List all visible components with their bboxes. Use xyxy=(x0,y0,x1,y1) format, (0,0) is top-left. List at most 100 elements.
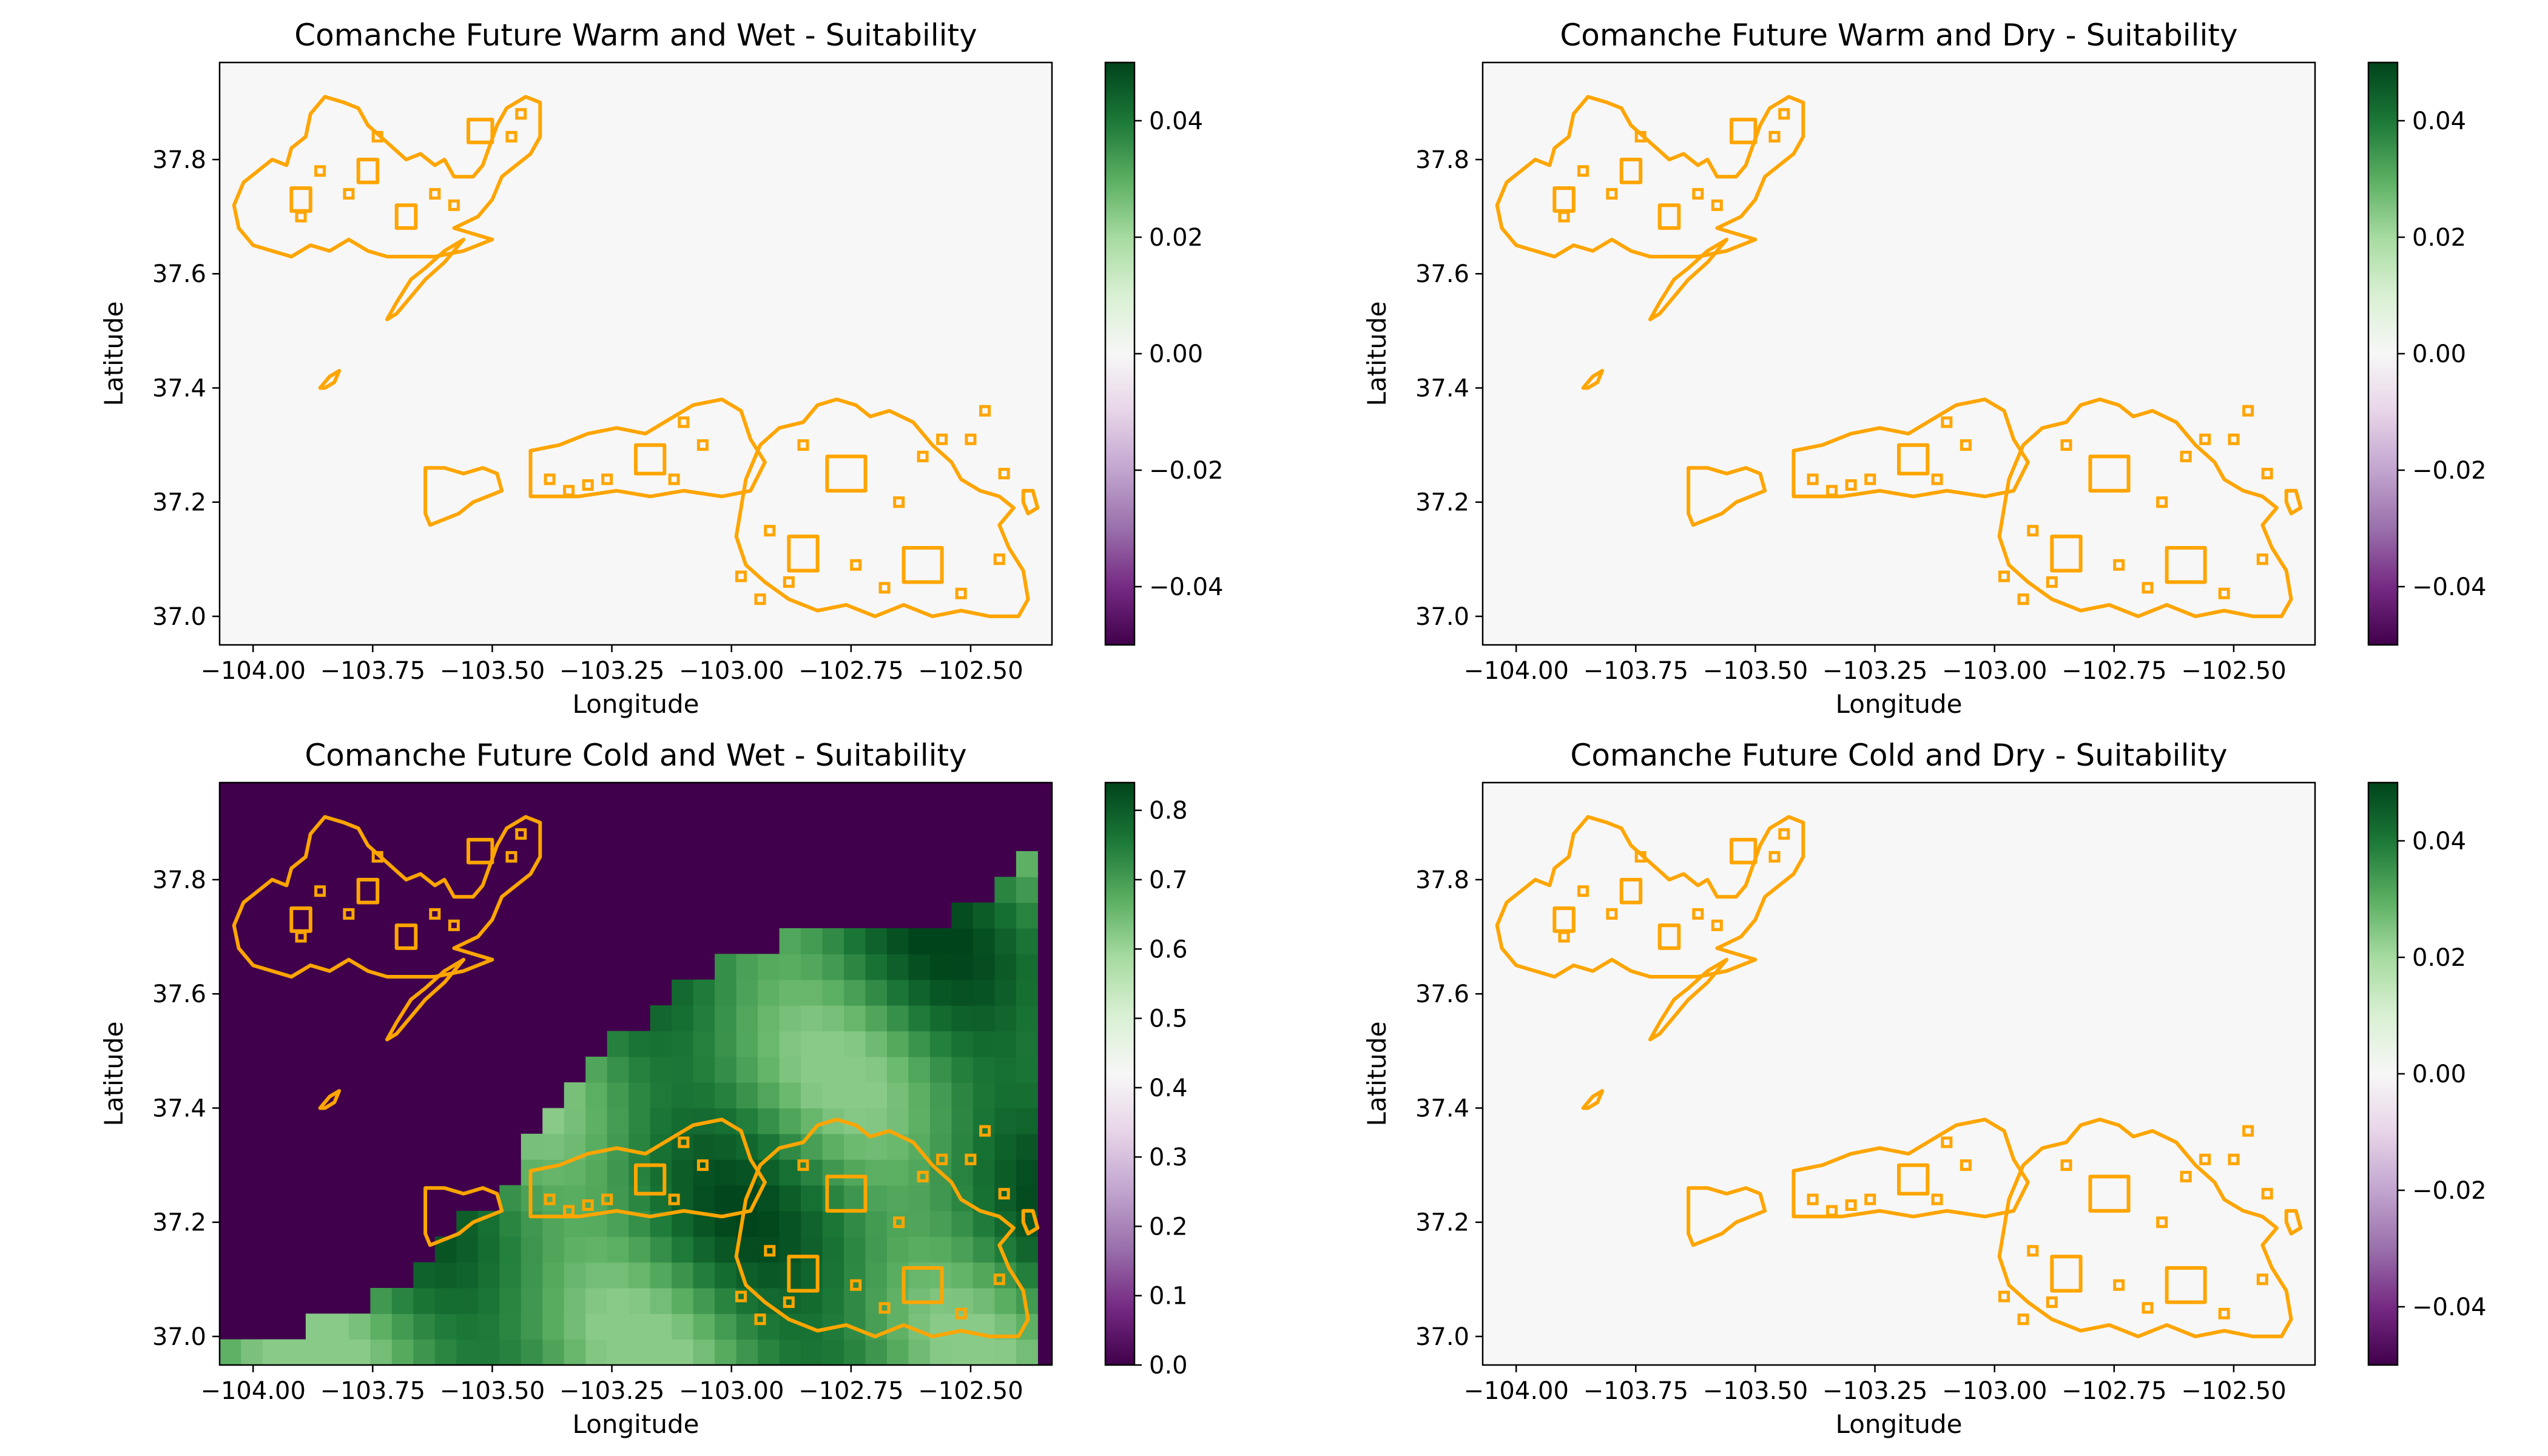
heatmap-cell xyxy=(994,1082,1017,1109)
axes-frame xyxy=(218,61,1053,646)
heatmap-cell xyxy=(844,1210,866,1237)
heatmap-cell xyxy=(607,1108,629,1134)
heatmap-cell xyxy=(521,1236,543,1263)
boundary-small-parcel xyxy=(2027,525,2039,537)
heatmap-cell xyxy=(736,979,758,1006)
boundary-small-parcel xyxy=(2142,1302,2154,1314)
heatmap-cell xyxy=(801,1159,823,1186)
heatmap-cell xyxy=(801,1210,823,1237)
heatmap-cell xyxy=(1016,1133,1038,1160)
heatmap-cell xyxy=(865,1159,888,1186)
heatmap-cell xyxy=(951,954,974,980)
y-tick-label: 37.0 xyxy=(1415,603,1469,631)
heatmap-cell xyxy=(801,1339,823,1366)
heatmap-cell xyxy=(434,1313,457,1340)
boundary-small-parcel xyxy=(515,108,527,120)
boundary-small-parcel xyxy=(2142,582,2154,594)
heatmap-cell xyxy=(929,1236,952,1263)
heatmap-cell xyxy=(370,1339,393,1366)
boundary-hole xyxy=(289,906,312,933)
heatmap-cell xyxy=(758,1056,780,1083)
y-axis-label: Latitude xyxy=(99,1022,129,1127)
heatmap-cell xyxy=(1016,1159,1038,1186)
boundary-small-parcel xyxy=(1692,908,1704,920)
heatmap-cell xyxy=(413,1313,436,1340)
heatmap-cell xyxy=(499,1185,522,1212)
heatmap-cell xyxy=(650,1031,672,1057)
heatmap-cell xyxy=(844,1185,866,1212)
heatmap-cell xyxy=(929,1005,952,1032)
heatmap-cell xyxy=(715,1159,737,1186)
heatmap-cell xyxy=(779,1082,801,1109)
heatmap-cell xyxy=(564,1082,586,1109)
heatmap-cell xyxy=(801,1031,823,1057)
boundary-small-parcel xyxy=(2180,1170,2192,1182)
boundary-middle-south-unit xyxy=(1791,1117,2030,1219)
boundary-small-parcel xyxy=(582,479,594,491)
boundary-small-parcel xyxy=(601,473,613,485)
heatmap-cell xyxy=(736,1031,758,1057)
heatmap-cell xyxy=(564,1236,586,1263)
heatmap-cell xyxy=(650,1262,672,1289)
boundary-hole xyxy=(1619,158,1643,184)
boundary-small-parcel xyxy=(2060,439,2072,451)
heatmap-cell xyxy=(542,1133,565,1160)
heatmap-cell xyxy=(456,1287,479,1314)
heatmap-cell xyxy=(672,1031,694,1057)
boundary-small-parcel xyxy=(696,1159,709,1171)
heatmap-cell xyxy=(951,928,974,954)
boundary-small-parcel xyxy=(917,1170,929,1182)
heatmap-cell xyxy=(951,1236,974,1263)
heatmap-cell xyxy=(499,1287,522,1314)
heatmap-cell xyxy=(908,1108,931,1134)
boundary-small-parcel xyxy=(917,450,929,462)
heatmap-cell xyxy=(477,1287,500,1314)
heatmap-cell xyxy=(886,1005,909,1032)
chart-panel-3: Comanche Future Cold and Wet - Suitabili… xyxy=(99,738,1188,1439)
heatmap-cell xyxy=(607,1287,629,1314)
heatmap-cell xyxy=(758,1210,780,1237)
boundary-small-parcel xyxy=(754,593,766,605)
boundary-small-parcel xyxy=(2017,1313,2029,1326)
heatmap-cell xyxy=(822,1287,844,1314)
heatmap-cell xyxy=(758,1236,780,1263)
plot-area xyxy=(1483,62,2315,645)
x-axis-label: Longitude xyxy=(1836,1409,1963,1439)
heatmap-cell xyxy=(865,1339,888,1366)
boundary-small-parcel xyxy=(754,1313,766,1326)
boundary-hole xyxy=(289,186,312,213)
boundary-isolated-parcel xyxy=(318,1089,342,1110)
boundary-small-parcel xyxy=(2261,1188,2273,1200)
heatmap-cell xyxy=(929,1056,952,1083)
boundary-small-parcel xyxy=(797,1159,809,1171)
y-tick-label: 37.4 xyxy=(1415,374,1469,402)
heatmap-cell xyxy=(564,1339,586,1366)
colorbar-tick-label: 0.04 xyxy=(1149,107,1203,135)
heatmap-cell xyxy=(929,1339,952,1366)
chart-panel-2: Comanche Future Warm and Dry - Suitabili… xyxy=(1362,18,2487,719)
boundary-small-parcel xyxy=(601,1193,613,1205)
heatmap-cell xyxy=(521,1313,543,1340)
boundary-small-parcel xyxy=(1692,187,1704,200)
heatmap-cell xyxy=(1016,928,1038,954)
heatmap-cell xyxy=(585,1056,608,1083)
heatmap-cell xyxy=(693,979,715,1006)
boundary-west-south-unit xyxy=(423,1186,504,1247)
x-tick-label: −103.00 xyxy=(679,657,784,685)
boundary-hole xyxy=(2050,1255,2083,1293)
heatmap-cell xyxy=(650,1339,672,1366)
heatmap-cell xyxy=(370,1287,393,1314)
heatmap-cell xyxy=(972,1108,995,1134)
heatmap-cell xyxy=(672,1287,694,1314)
heatmap-cell xyxy=(822,1031,844,1057)
boundary-small-parcel xyxy=(448,199,460,211)
heatmap-cell xyxy=(801,1082,823,1109)
heatmap-cell xyxy=(629,1262,651,1289)
boundary-small-parcel xyxy=(2180,450,2192,462)
heatmap-cell xyxy=(585,1339,608,1366)
boundary-small-parcel xyxy=(544,473,556,485)
boundary-hole xyxy=(825,1175,868,1213)
boundary-small-parcel xyxy=(2060,1159,2072,1171)
boundary-small-parcel xyxy=(1778,828,1790,840)
chart-title: Comanche Future Warm and Dry - Suitabili… xyxy=(1560,18,2237,53)
